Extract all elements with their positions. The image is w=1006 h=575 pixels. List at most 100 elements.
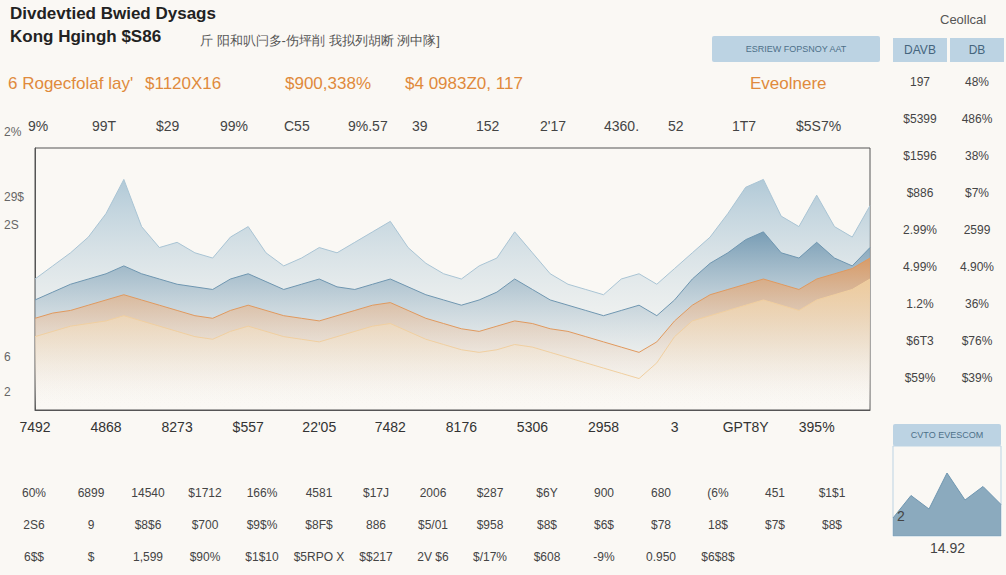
html-text:$78: $78 (651, 518, 671, 532)
html-text:886: 886 (366, 518, 386, 532)
html-text:1T7: 1T7 (732, 118, 757, 134)
html-text:$8$6: $8$6 (134, 518, 162, 532)
svg-text:4868: 4868 (90, 419, 121, 435)
html-text:9%: 9% (28, 118, 49, 134)
html-text:2S6: 2S6 (23, 518, 45, 532)
html-text:$29: $29 (156, 118, 180, 134)
html-text:$287: $287 (476, 486, 504, 500)
html-text:4360.: 4360. (604, 118, 639, 134)
html-text:29$: 29$ (4, 190, 24, 204)
html-text:$608: $608 (533, 550, 561, 564)
html-text:$8F$: $8F$ (305, 518, 333, 532)
html-text:2'17: 2'17 (540, 118, 566, 134)
html-text:2V $6: 2V $6 (417, 550, 449, 564)
html-text:36%: 36% (965, 297, 989, 311)
html-text:$5/01: $5/01 (418, 518, 448, 532)
html-text:$5399: $5399 (903, 112, 937, 126)
html-text:$6$: $6$ (594, 518, 614, 532)
svg-text:395%: 395% (799, 419, 835, 435)
html-text:60%: 60% (22, 486, 46, 500)
html-text:2%: 2% (4, 125, 22, 139)
html-text:$1120X16: $1120X16 (145, 74, 222, 93)
html-text:4.99%: 4.99% (903, 260, 937, 274)
html-text:斤 阳和叭闩多-伤坪削 我拟列胡断 洌中隊]: 斤 阳和叭闩多-伤坪削 我拟列胡断 洌中隊] (200, 33, 440, 48)
html-text:900: 900 (594, 486, 614, 500)
svg-text:22'05: 22'05 (302, 419, 336, 435)
html-text:$9$%: $9$% (246, 518, 278, 532)
svg-text:$557: $557 (233, 419, 264, 435)
html-text:$17J: $17J (363, 486, 389, 500)
html-text:$59%: $59% (904, 371, 936, 385)
html-text:2S: 2S (4, 218, 19, 232)
html-text:2006: 2006 (419, 486, 447, 500)
html-text:2.99%: 2.99% (903, 223, 937, 237)
svg-text:8176: 8176 (446, 419, 477, 435)
html-text:$7$: $7$ (765, 518, 785, 532)
html-text:$700: $700 (191, 518, 219, 532)
html-text:$5RPO X: $5RPO X (293, 550, 345, 564)
html-text:$8$: $8$ (822, 518, 842, 532)
html-text:ESRIEW FOPSNOY AAT: ESRIEW FOPSNOY AAT (745, 44, 847, 54)
html-text:$958: $958 (476, 518, 504, 532)
html-text:$886: $886 (906, 186, 934, 200)
html-text:Divdevtied Bwied Dysags: Divdevtied Bwied Dysags (10, 4, 216, 23)
html-text:$/17%: $/17% (473, 550, 507, 564)
html-text:39: 39 (412, 118, 428, 134)
html-text:$4 0983Z0, 117: $4 0983Z0, 117 (405, 74, 523, 93)
html-text:Kong Hgingh $S86: Kong Hgingh $S86 (10, 27, 162, 46)
html-text:$900,338%: $900,338% (285, 74, 371, 93)
html-text:$$217: $$217 (359, 550, 393, 564)
html-text:4.90%: 4.90% (960, 260, 994, 274)
html-text:1,599: 1,599 (133, 550, 163, 564)
html-text:38%: 38% (965, 149, 989, 163)
html-text:$7%: $7% (965, 186, 989, 200)
html-text:1.2%: 1.2% (906, 297, 934, 311)
html-text:$8$: $8$ (537, 518, 557, 532)
html-text:$1712: $1712 (188, 486, 222, 500)
svg-text:7492: 7492 (19, 419, 50, 435)
html-text:$6Y: $6Y (536, 486, 558, 500)
html-text:486%: 486% (961, 112, 993, 126)
html-text:$90%: $90% (189, 550, 221, 564)
html-text:$6$8$: $6$8$ (701, 550, 735, 564)
html-text:$1$10: $1$10 (245, 550, 279, 564)
html-text:C55: C55 (284, 118, 310, 134)
html-text:14.92: 14.92 (930, 540, 965, 556)
html-text:99T: 99T (92, 118, 117, 134)
html-text:14540: 14540 (131, 486, 165, 500)
html-text:6899: 6899 (77, 486, 105, 500)
html-text:$39%: $39% (961, 371, 993, 385)
html-text:Ceollcal: Ceollcal (940, 12, 987, 27)
svg-text:5306: 5306 (517, 419, 548, 435)
html-text:$76%: $76% (961, 334, 993, 348)
html-text:197: 197 (910, 75, 930, 89)
html-text:$1596: $1596 (903, 149, 937, 163)
html-text:Eveolnere: Eveolnere (750, 74, 827, 93)
html-text:$1$1: $1$1 (818, 486, 846, 500)
svg-text:7482: 7482 (375, 419, 406, 435)
html-text:9%.57: 9%.57 (348, 118, 388, 134)
html-text:DB: DB (968, 43, 986, 57)
html-text:-9%: -9% (593, 550, 615, 564)
html-text:0.950: 0.950 (646, 550, 676, 564)
html-text:DAVB: DAVB (904, 43, 936, 57)
html-text:6 Rogecfolaf lay': 6 Rogecfolaf lay' (8, 74, 134, 93)
html-text:$5S7%: $5S7% (796, 118, 842, 134)
html-text:$6T3: $6T3 (906, 334, 934, 348)
html-text:(6%: (6% (707, 486, 729, 500)
html-text:2599: 2599 (963, 223, 991, 237)
html-text:680: 680 (651, 486, 671, 500)
html-text:18$: 18$ (708, 518, 728, 532)
svg-text:2958: 2958 (588, 419, 619, 435)
html-text:48%: 48% (965, 75, 989, 89)
html-text:6$$: 6$$ (24, 550, 44, 564)
svg-text:GPT8Y: GPT8Y (723, 419, 770, 435)
html-text:99%: 99% (220, 118, 248, 134)
html-text:451: 451 (765, 486, 785, 500)
html-text:52: 52 (668, 118, 684, 134)
html-text:152: 152 (476, 118, 500, 134)
svg-text:3: 3 (671, 419, 679, 435)
svg-text:8273: 8273 (162, 419, 193, 435)
html-text:166%: 166% (246, 486, 278, 500)
html-text:4581: 4581 (305, 486, 333, 500)
